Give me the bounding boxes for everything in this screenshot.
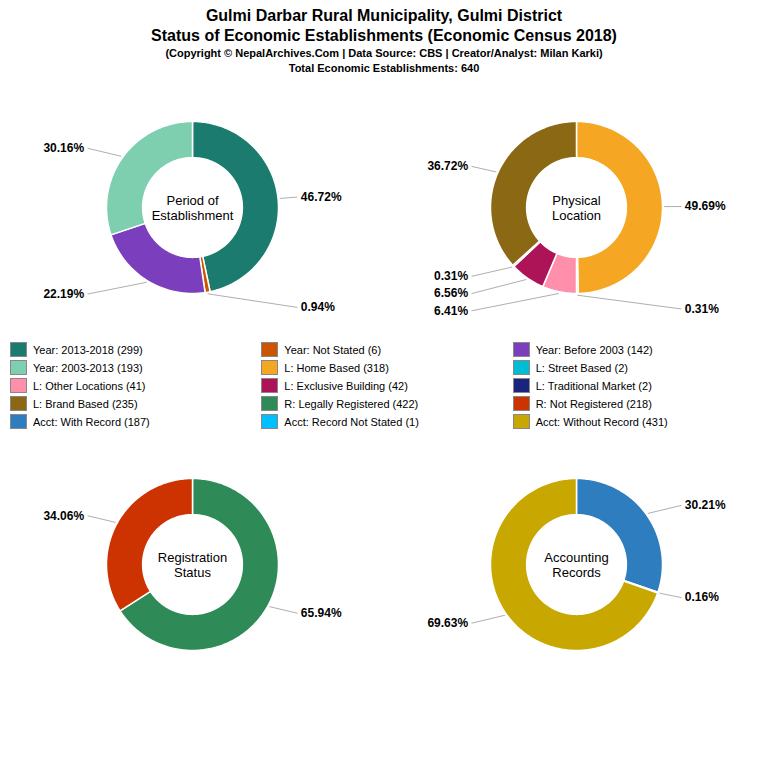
svg-text:22.19%: 22.19% xyxy=(43,287,84,301)
svg-text:0.94%: 0.94% xyxy=(301,300,335,314)
html-text:Acct: Without Record (431): Acct: Without Record (431) xyxy=(535,415,668,428)
html-text:Year: 2003-2013 (193): Year: 2003-2013 (193) xyxy=(33,361,143,374)
html-text:R: Not Registered (218): R: Not Registered (218) xyxy=(535,397,652,410)
html-text:L: Exclusive Building (42): L: Exclusive Building (42) xyxy=(284,379,408,392)
svg-text:69.63%: 69.63% xyxy=(427,616,468,630)
html-text:L: Home Based (318): L: Home Based (318) xyxy=(284,361,389,374)
svg-text:30.16%: 30.16% xyxy=(43,141,84,155)
svg-text:0.31%: 0.31% xyxy=(685,302,719,316)
html-text:Acct: Record Not Stated (1): Acct: Record Not Stated (1) xyxy=(284,415,419,428)
svg-text:49.69%: 49.69% xyxy=(685,199,726,213)
svg-text:RegistrationStatus: RegistrationStatus xyxy=(158,550,227,580)
svg-text:65.94%: 65.94% xyxy=(301,606,342,620)
html-text:L: Traditional Market (2): L: Traditional Market (2) xyxy=(535,379,652,392)
svg-text:6.56%: 6.56% xyxy=(434,286,468,300)
svg-text:6.41%: 6.41% xyxy=(434,304,468,318)
svg-text:0.16%: 0.16% xyxy=(685,590,719,604)
html-text:Acct: With Record (187): Acct: With Record (187) xyxy=(33,415,150,428)
html-text:Status of Economic Establishme: Status of Economic Establishments (Econo… xyxy=(151,27,617,44)
html-text:Year: 2013-2018 (299): Year: 2013-2018 (299) xyxy=(33,343,143,356)
html-text:L: Street Based (2): L: Street Based (2) xyxy=(535,361,628,374)
svg-text:Period ofEstablishment: Period ofEstablishment xyxy=(152,193,234,223)
html-text:Year: Not Stated (6): Year: Not Stated (6) xyxy=(284,343,382,356)
html-text:Gulmi Darbar Rural Municipalit: Gulmi Darbar Rural Municipality, Gulmi D… xyxy=(205,7,563,24)
html-text:L: Other Locations (41): L: Other Locations (41) xyxy=(33,379,146,392)
html-text:(Copyright © NepalArchives.Com: (Copyright © NepalArchives.Com | Data So… xyxy=(165,47,603,59)
svg-text:AccountingRecords: AccountingRecords xyxy=(544,550,608,580)
html-text:L: Brand Based (235): L: Brand Based (235) xyxy=(33,397,138,410)
svg-text:36.72%: 36.72% xyxy=(427,159,468,173)
svg-text:30.21%: 30.21% xyxy=(685,498,726,512)
html-text:R: Legally Registered (422): R: Legally Registered (422) xyxy=(284,397,419,410)
svg-text:46.72%: 46.72% xyxy=(301,190,342,204)
html-text:Total Economic Establishments:: Total Economic Establishments: 640 xyxy=(288,62,480,74)
svg-text:PhysicalLocation: PhysicalLocation xyxy=(552,193,601,223)
html-text:Year: Before 2003 (142): Year: Before 2003 (142) xyxy=(535,343,653,356)
svg-text:0.31%: 0.31% xyxy=(434,269,468,283)
svg-text:34.06%: 34.06% xyxy=(43,509,84,523)
